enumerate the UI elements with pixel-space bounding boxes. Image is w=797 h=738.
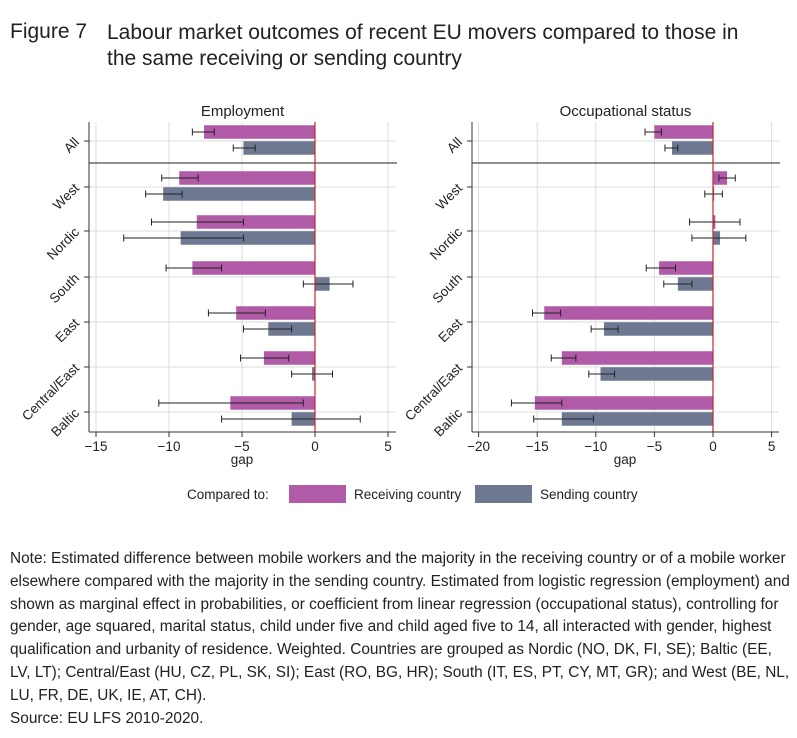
bar-sending-all	[243, 141, 315, 155]
x-tick-label: −5	[647, 439, 662, 454]
category-label: South	[47, 271, 83, 307]
category-label: Nordic	[427, 224, 465, 262]
chart-canvas: Employment −15 −10 −5 0 5 All West Nordic South Ea…	[19, 103, 780, 503]
figure-note: Note: Estimated difference between mobil…	[10, 548, 792, 730]
bar-receiving-all	[654, 125, 713, 139]
bar-sending-baltic	[561, 412, 713, 426]
bar-receiving-east	[236, 306, 315, 320]
category-label: All	[444, 135, 465, 156]
panel-title: Employment	[201, 103, 285, 120]
figure-label: Figure 7	[10, 20, 88, 43]
legend-swatch-sending	[475, 485, 532, 503]
x-axis-label: gap	[231, 452, 254, 467]
bar-sending-south	[677, 277, 713, 291]
source-text: Source: EU LFS 2010-2020.	[10, 709, 204, 727]
x-tick-label: 5	[384, 439, 392, 454]
figure-title: Labour market outcomes of recent EU move…	[107, 21, 739, 70]
category-label: Baltic	[431, 405, 465, 439]
category-label: West	[50, 180, 82, 212]
category-label: All	[61, 135, 82, 156]
bar-receiving-central-east	[561, 351, 713, 365]
category-label: West	[433, 180, 465, 212]
bar-receiving-all	[204, 125, 315, 139]
bar-sending-all	[671, 141, 713, 155]
chart-panel-0: Employment −15 −10 −5 0 5 All West Nordic South Ea…	[19, 103, 397, 467]
legend-label-receiving: Receiving country	[354, 487, 462, 502]
legend-label-sending: Sending country	[540, 487, 638, 502]
x-tick-label: 5	[768, 439, 776, 454]
bar-receiving-nordic	[196, 215, 315, 229]
category-label: South	[430, 271, 466, 307]
category-label: Baltic	[48, 405, 82, 439]
bar-sending-west	[163, 187, 315, 201]
x-tick-label: −10	[158, 439, 181, 454]
x-tick-label: 0	[709, 439, 717, 454]
x-tick-label: −5	[234, 439, 249, 454]
x-tick-label: −20	[467, 439, 490, 454]
category-label: East	[52, 315, 82, 345]
bar-sending-nordic	[180, 231, 315, 245]
bar-sending-east	[604, 322, 713, 336]
bar-receiving-south	[659, 261, 713, 275]
legend: Compared to: Receiving country Sending cou…	[187, 485, 638, 503]
bar-sending-central-east	[600, 367, 713, 381]
legend-swatch-receiving	[289, 485, 346, 503]
note-text: Note: Estimated difference between mobil…	[10, 550, 790, 704]
bar-receiving-west	[179, 171, 315, 185]
bar-receiving-south	[192, 261, 315, 275]
bar-receiving-baltic	[534, 396, 713, 410]
legend-prefix: Compared to:	[187, 487, 269, 502]
chart-panel-1: Occupational status −20 −15 −10 −5 0 5 All West N…	[402, 103, 780, 467]
bar-receiving-central-east	[263, 351, 315, 365]
bar-receiving-east	[544, 306, 713, 320]
x-tick-label: −15	[526, 439, 549, 454]
panel-title: Occupational status	[560, 103, 692, 120]
x-tick-label: 0	[311, 439, 319, 454]
category-label: Nordic	[44, 224, 82, 262]
x-tick-label: −15	[85, 439, 108, 454]
x-axis-label: gap	[614, 452, 637, 467]
category-label: East	[435, 315, 465, 345]
x-tick-label: −10	[584, 439, 607, 454]
